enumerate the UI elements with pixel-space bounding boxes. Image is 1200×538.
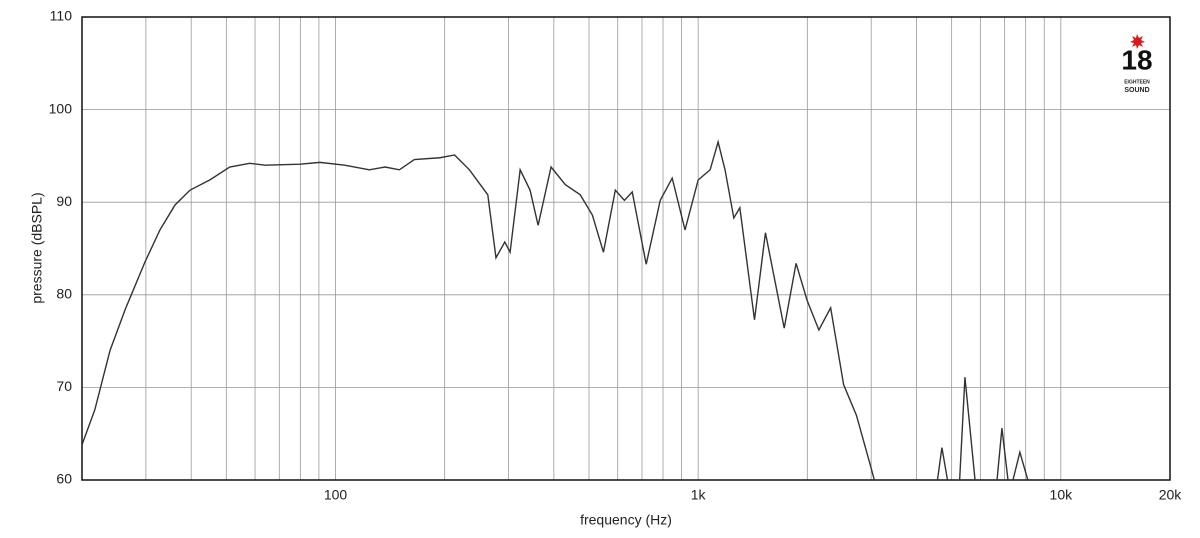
x-tick-label: 100 [324, 487, 348, 503]
grid [82, 16, 1171, 481]
y-tick-label: 80 [56, 286, 72, 302]
x-tick-label: 1k [691, 487, 707, 503]
y-tick-label: 70 [56, 378, 72, 394]
plot-frame [81, 16, 1171, 481]
logo-star [1130, 34, 1145, 49]
x-axis-label: frequency (Hz) [580, 512, 672, 528]
y-axis-label: pressure (dBSPL) [29, 192, 45, 303]
logo-number: 18 [1121, 44, 1152, 75]
y-tick-label: 110 [50, 8, 73, 24]
logo-line2: SOUND [1124, 87, 1149, 94]
response-line [82, 139, 1029, 480]
y-tick-label: 90 [56, 193, 72, 209]
x-tick-label: 20k [1159, 487, 1183, 503]
y-tick-label: 60 [56, 471, 72, 487]
x-tick-label: 10k [1050, 487, 1074, 503]
logo: 18 EIGHTEEN SOUND [1121, 34, 1153, 94]
y-tick-label: 100 [49, 100, 73, 116]
logo-line1: EIGHTEEN [1124, 79, 1150, 85]
